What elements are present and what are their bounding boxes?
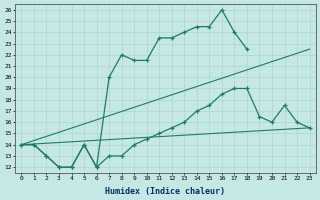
X-axis label: Humidex (Indice chaleur): Humidex (Indice chaleur) [106,187,226,196]
